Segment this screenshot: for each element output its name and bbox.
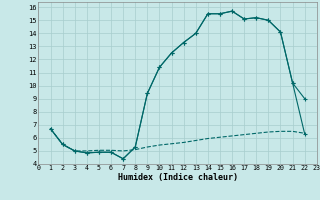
X-axis label: Humidex (Indice chaleur): Humidex (Indice chaleur) [118,173,238,182]
